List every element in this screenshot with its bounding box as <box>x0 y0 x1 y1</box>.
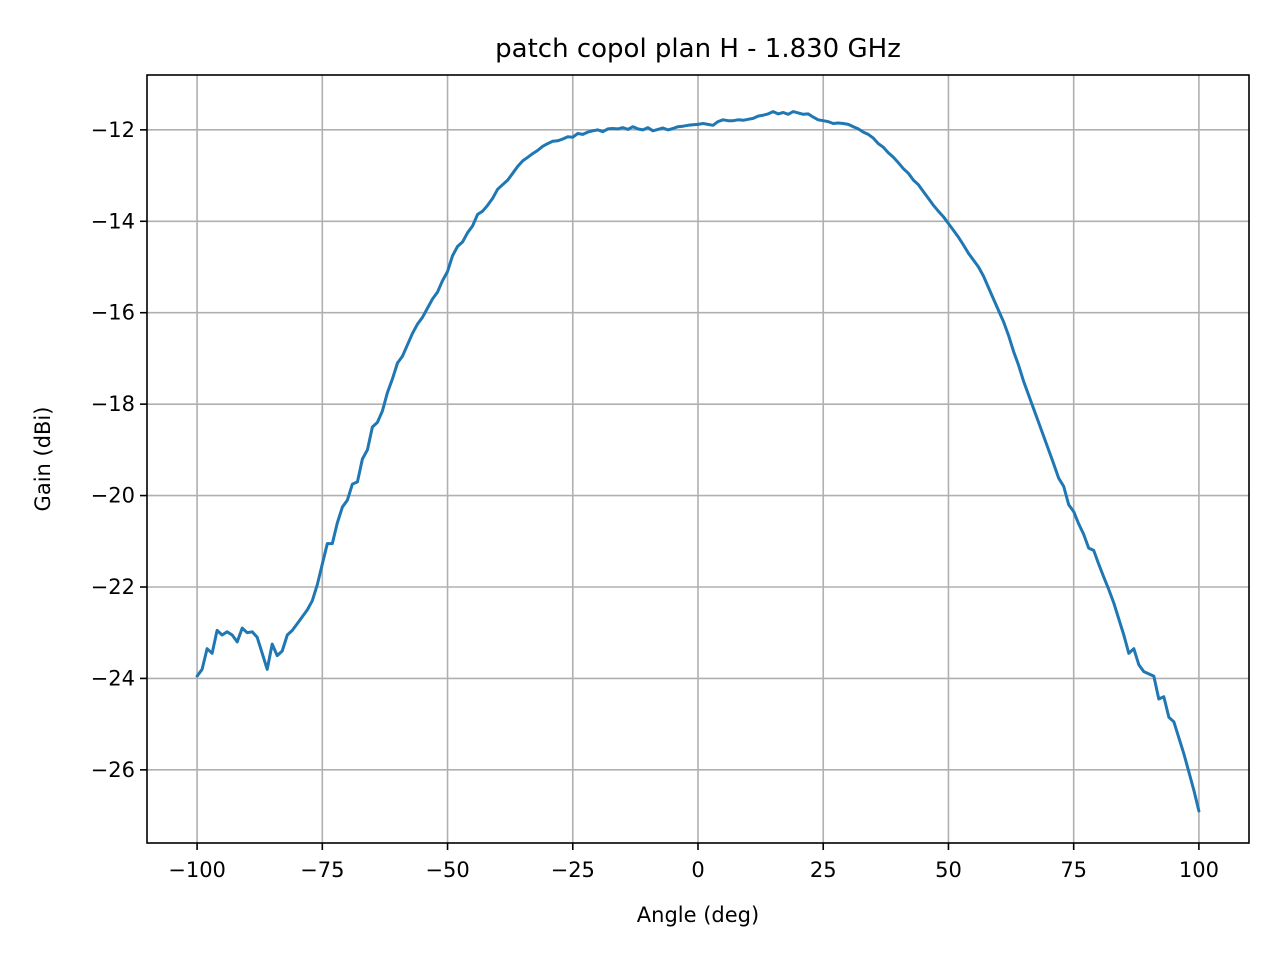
x-tick-label: 0 <box>691 858 704 882</box>
ticks: −100 −75 −50 −25 0 25 50 75 100 −26 −24 −22 −20 −18 −1… <box>91 118 1219 882</box>
y-axis-label: Gain (dBi) <box>31 407 55 512</box>
x-axis-label: Angle (deg) <box>637 903 759 927</box>
y-tick-label: −24 <box>91 666 135 690</box>
y-tick-label: −26 <box>91 758 135 782</box>
y-tick-label: −14 <box>91 209 135 233</box>
y-tick-label: −12 <box>91 118 135 142</box>
x-tick-label: 25 <box>810 858 837 882</box>
chart-title: patch copol plan H - 1.830 GHz <box>495 34 901 64</box>
series-layer <box>195 110 1201 813</box>
x-tick-label: 100 <box>1179 858 1219 882</box>
y-tick-label: −16 <box>91 301 135 325</box>
x-tick-label: −100 <box>168 858 226 882</box>
series-line <box>195 110 1201 813</box>
grid <box>147 75 1249 843</box>
x-tick-label: −75 <box>300 858 344 882</box>
y-tick-label: −18 <box>91 392 135 416</box>
x-tick-label: −25 <box>551 858 595 882</box>
y-tick-label: −22 <box>91 575 135 599</box>
x-tick-label: 50 <box>935 858 962 882</box>
x-tick-label: −50 <box>425 858 469 882</box>
x-tick-label: 75 <box>1060 858 1087 882</box>
y-tick-label: −20 <box>91 484 135 508</box>
